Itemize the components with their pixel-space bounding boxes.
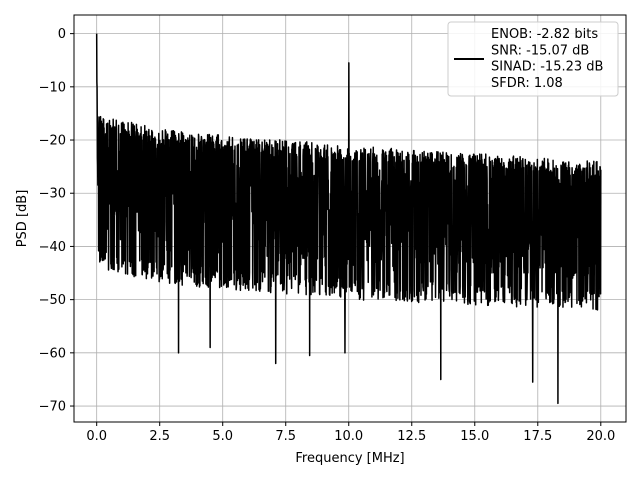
y-axis-label: PSD [dB] bbox=[15, 190, 30, 248]
psd-series bbox=[95, 33, 602, 405]
legend-box bbox=[447, 21, 619, 97]
x-tick-label: 5.0 bbox=[212, 429, 233, 444]
x-axis-ticks: 0.0 2.5 5.0 7.5 10.0 12.5 15.0 17.5 20.0 bbox=[86, 422, 615, 444]
y-tick-label: −30 bbox=[39, 187, 66, 202]
legend: ENOB: -2.82 bits SNR: -15.07 dB SINAD: -… bbox=[447, 21, 619, 97]
legend-snr: SNR: -15.07 dB bbox=[491, 43, 589, 58]
psd-trace bbox=[95, 33, 602, 405]
y-tick-label: −40 bbox=[39, 240, 66, 255]
y-tick-label: −20 bbox=[39, 134, 66, 149]
y-tick-label: −70 bbox=[39, 400, 66, 415]
legend-sfdr: SFDR: 1.08 bbox=[491, 76, 563, 91]
x-tick-label: 10.0 bbox=[334, 429, 363, 444]
plot-frame bbox=[73, 14, 627, 423]
x-tick-label: 2.5 bbox=[149, 429, 170, 444]
x-tick-label: 12.5 bbox=[397, 429, 426, 444]
x-tick-label: 7.5 bbox=[275, 429, 296, 444]
legend-enob: ENOB: -2.82 bits bbox=[491, 27, 598, 42]
x-axis-label: Frequency [MHz] bbox=[295, 451, 404, 466]
y-axis-ticks: 0 −10 −20 −30 −40 −50 −60 −70 bbox=[39, 27, 74, 415]
y-tick-label: 0 bbox=[58, 27, 66, 42]
legend-sinad: SINAD: -15.23 dB bbox=[491, 60, 603, 75]
x-tick-label: 0.0 bbox=[86, 429, 107, 444]
y-tick-label: −60 bbox=[39, 346, 66, 361]
x-tick-label: 17.5 bbox=[523, 429, 552, 444]
y-tick-label: −50 bbox=[39, 293, 66, 308]
y-tick-label: −10 bbox=[39, 80, 66, 95]
x-tick-label: 15.0 bbox=[460, 429, 489, 444]
x-tick-label: 20.0 bbox=[586, 429, 615, 444]
